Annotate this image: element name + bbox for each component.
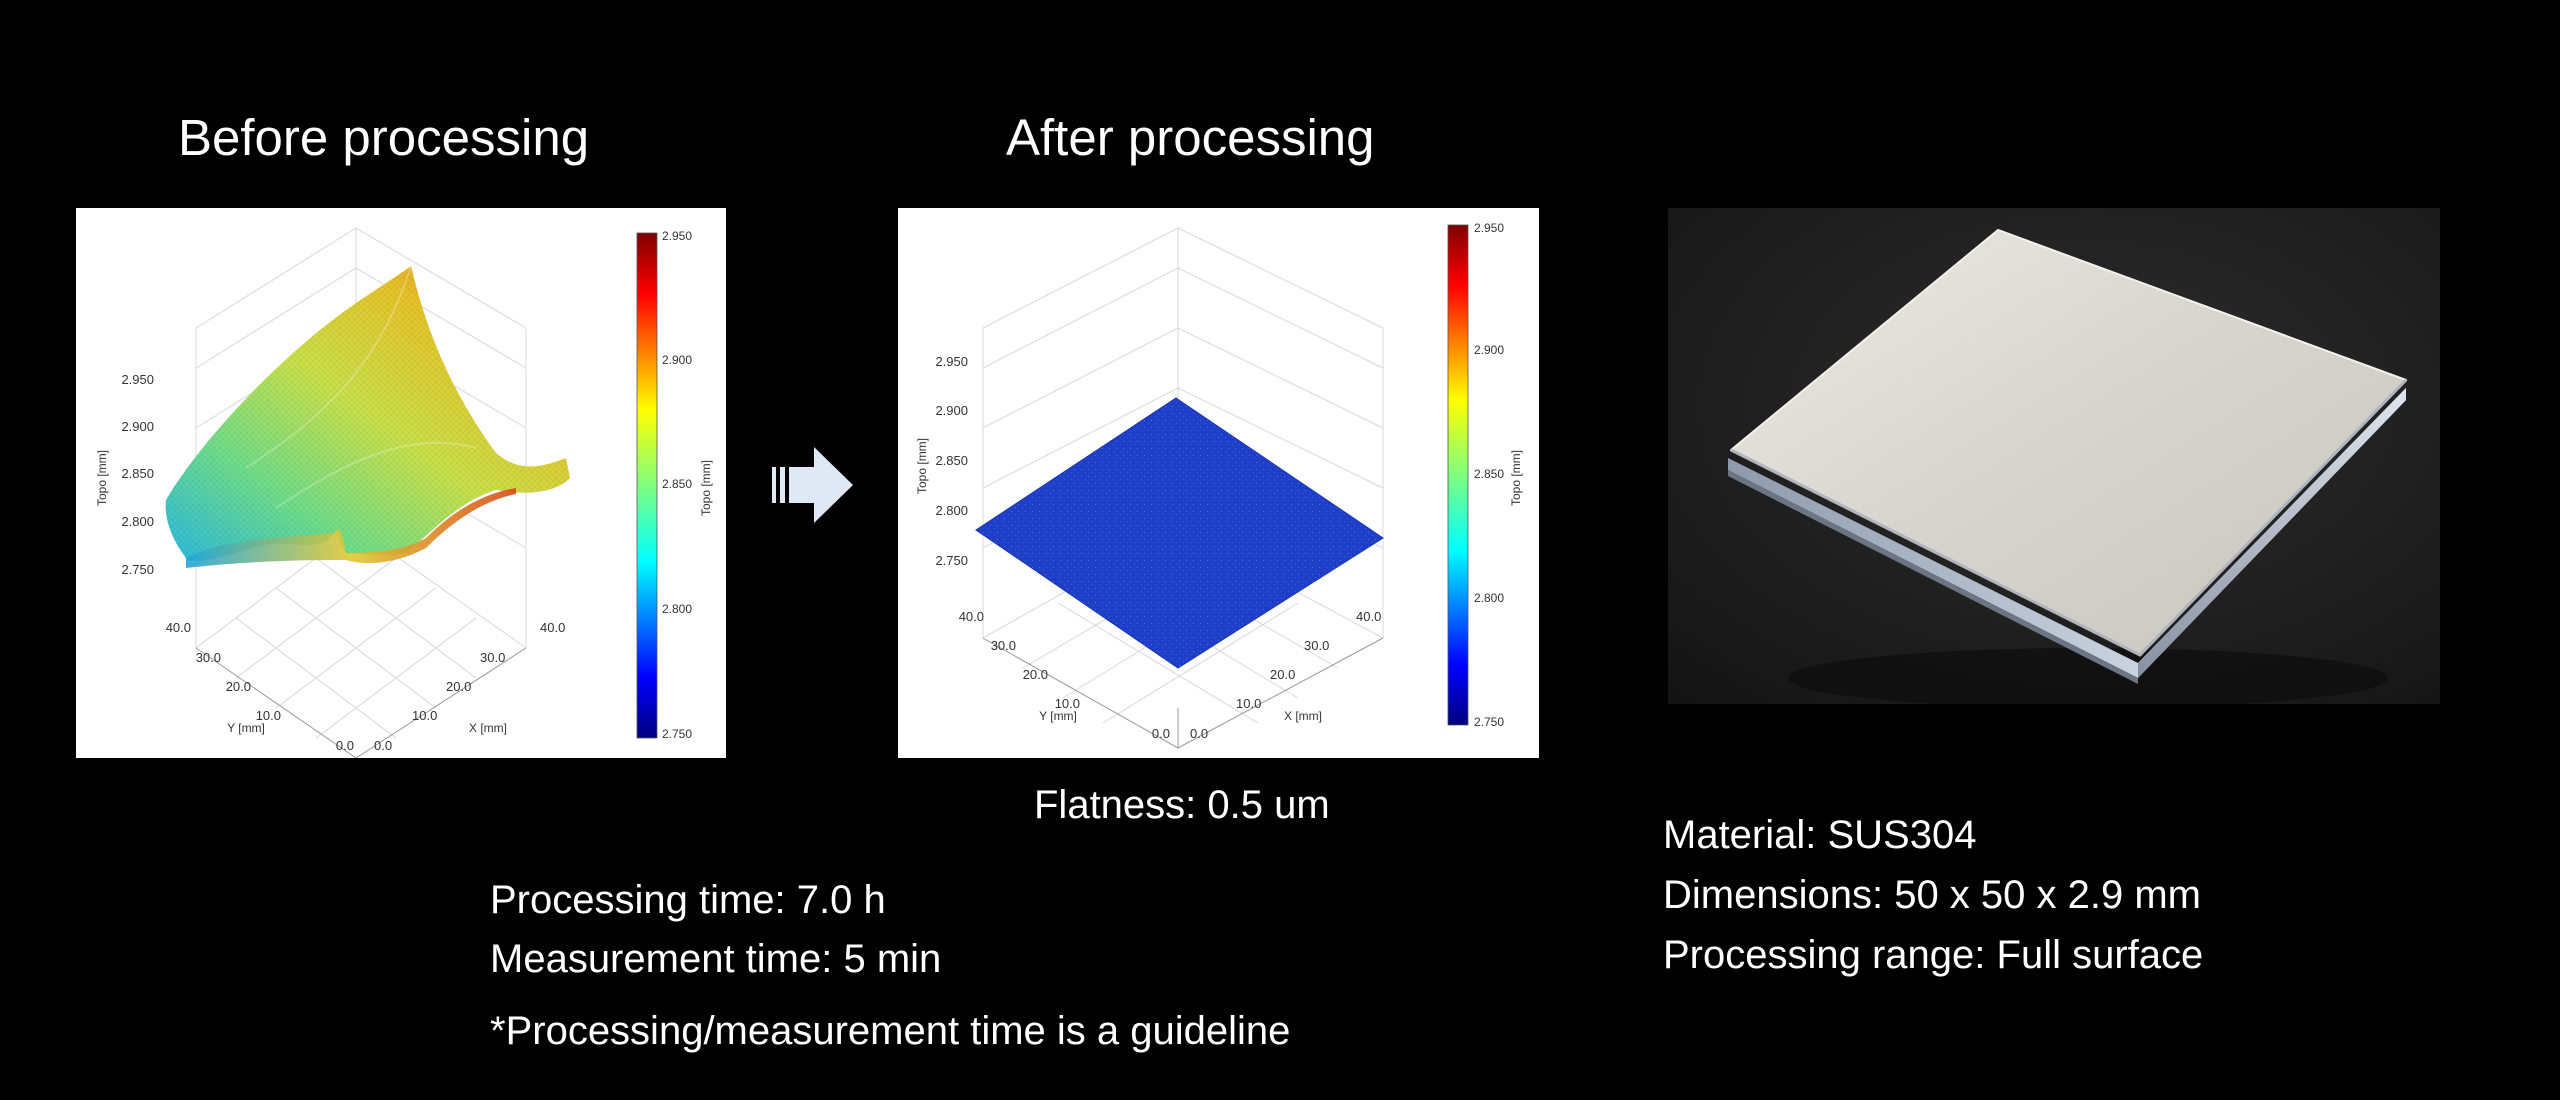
- before-y-tick: 0.0: [336, 738, 354, 753]
- before-z-tick: 2.800: [121, 514, 154, 529]
- before-z-tick-labels: 2.950 2.900 2.850 2.800 2.750: [121, 372, 154, 577]
- after-axes: [982, 637, 1384, 749]
- before-x-axis-label: X [mm]: [469, 721, 507, 735]
- after-y-tick: 10.0: [1055, 696, 1080, 711]
- after-y-axis-label: Y [mm]: [1039, 709, 1077, 723]
- before-z-tick: 2.750: [121, 562, 154, 577]
- after-y-tick: 0.0: [1152, 726, 1170, 741]
- before-y-tick: 20.0: [226, 679, 251, 694]
- after-flat-surface: [975, 397, 1384, 669]
- processing-range-spec: Processing range: Full surface: [1663, 933, 2204, 977]
- after-colorbar-label: Topo [mm]: [1509, 450, 1523, 506]
- after-colorbar-tick: 2.900: [1474, 343, 1504, 357]
- after-colorbar-tick: 2.850: [1474, 467, 1504, 481]
- after-topography-plot: 2.950 2.900 2.850 2.800 2.750 Topo [mm] …: [898, 208, 1539, 758]
- before-y-tick: 40.0: [166, 620, 191, 635]
- before-y-tick: 30.0: [196, 650, 221, 665]
- before-colorbar-label: Topo [mm]: [699, 460, 713, 516]
- right-arrow-icon: [770, 445, 855, 525]
- after-x-tick: 20.0: [1270, 667, 1295, 682]
- before-x-tick: 40.0: [540, 620, 565, 635]
- material-spec: Material: SUS304: [1663, 813, 1977, 857]
- time-guideline-note: *Processing/measurement time is a guidel…: [490, 1009, 1291, 1053]
- after-z-tick-labels: 2.950 2.900 2.850 2.800 2.750: [935, 354, 968, 568]
- before-y-axis-label: Y [mm]: [227, 721, 265, 735]
- after-colorbar: [1447, 224, 1469, 726]
- after-x-tick-labels: 0.0 10.0 20.0 30.0 40.0: [1190, 609, 1381, 741]
- before-x-tick-labels: 0.0 10.0 20.0 30.0 40.0: [374, 620, 565, 753]
- before-x-tick: 10.0: [412, 708, 437, 723]
- before-y-tick-labels: 40.0 30.0 20.0 10.0 0.0: [166, 620, 354, 753]
- before-colorbar-tick: 2.800: [662, 602, 692, 616]
- after-colorbar-tick: 2.750: [1474, 715, 1504, 729]
- after-colorbar-tick-labels: 2.950 2.900 2.850 2.800 2.750: [1474, 221, 1504, 729]
- sample-plate-photo: [1668, 208, 2440, 704]
- before-z-tick: 2.850: [121, 466, 154, 481]
- before-y-tick: 10.0: [256, 708, 281, 723]
- before-colorbar-tick: 2.850: [662, 477, 692, 491]
- before-colorbar-tick: 2.750: [662, 727, 692, 741]
- before-axes: [195, 647, 527, 758]
- before-colorbar-tick: 2.950: [662, 229, 692, 243]
- after-y-tick: 30.0: [991, 638, 1016, 653]
- before-x-tick: 30.0: [480, 650, 505, 665]
- flatness-label: Flatness: 0.5 um: [1034, 783, 1330, 827]
- before-colorbar-tick: 2.900: [662, 353, 692, 367]
- after-x-tick: 40.0: [1356, 609, 1381, 624]
- after-y-tick: 40.0: [959, 609, 984, 624]
- processing-time-label: Processing time: 7.0 h: [490, 878, 886, 922]
- before-plot-svg: 2.950 2.900 2.850 2.800 2.750 Topo [mm] …: [95, 227, 713, 758]
- before-x-tick: 20.0: [446, 679, 471, 694]
- after-colorbar-tick: 2.950: [1474, 221, 1504, 235]
- after-z-tick: 2.900: [935, 403, 968, 418]
- after-colorbar-tick: 2.800: [1474, 591, 1504, 605]
- after-x-tick: 10.0: [1236, 696, 1261, 711]
- before-x-tick: 0.0: [374, 738, 392, 753]
- after-y-tick: 20.0: [1023, 667, 1048, 682]
- before-z-tick: 2.900: [121, 419, 154, 434]
- after-x-axis-label: X [mm]: [1284, 709, 1322, 723]
- after-x-tick: 30.0: [1304, 638, 1329, 653]
- before-z-tick: 2.950: [121, 372, 154, 387]
- before-topography-plot: 2.950 2.900 2.850 2.800 2.750 Topo [mm] …: [76, 208, 726, 758]
- after-y-tick-labels: 40.0 30.0 20.0 10.0 0.0: [959, 609, 1170, 741]
- after-z-tick: 2.850: [935, 453, 968, 468]
- before-colorbar: [636, 232, 658, 739]
- after-z-tick: 2.800: [935, 503, 968, 518]
- after-z-axis-label: Topo [mm]: [915, 438, 929, 494]
- after-z-tick: 2.750: [935, 553, 968, 568]
- before-z-axis-label: Topo [mm]: [95, 450, 109, 506]
- after-plot-svg: 2.950 2.900 2.850 2.800 2.750 Topo [mm] …: [915, 221, 1523, 749]
- before-processing-heading: Before processing: [178, 109, 590, 166]
- dimensions-spec: Dimensions: 50 x 50 x 2.9 mm: [1663, 873, 2201, 917]
- after-x-tick: 0.0: [1190, 726, 1208, 741]
- measurement-time-label: Measurement time: 5 min: [490, 937, 942, 981]
- after-z-tick: 2.950: [935, 354, 968, 369]
- before-colorbar-tick-labels: 2.950 2.900 2.850 2.800 2.750: [662, 229, 692, 741]
- after-processing-heading: After processing: [1006, 109, 1375, 166]
